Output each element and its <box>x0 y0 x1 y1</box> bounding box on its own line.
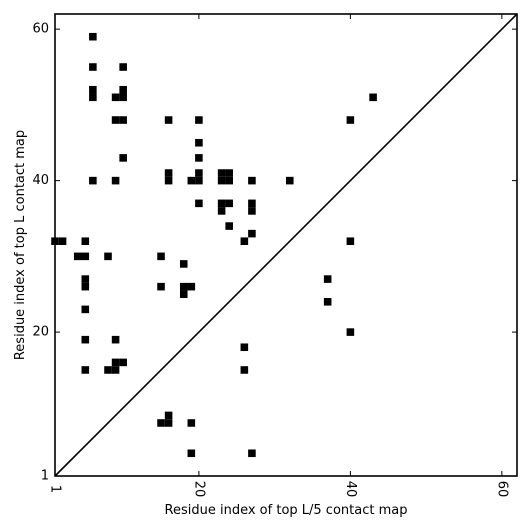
contact-cell-lower <box>240 343 249 352</box>
contact-cell-upper <box>225 222 233 230</box>
contact-cell-upper <box>89 32 97 41</box>
contact-cell-upper <box>179 290 188 299</box>
x-axis-label: Residue index of top L/5 contact map <box>165 503 408 518</box>
contact-cell-upper <box>111 358 120 367</box>
contact-cell-upper <box>187 282 196 291</box>
contact-cell-upper <box>248 199 256 208</box>
x-tick-label: 60 <box>494 481 509 498</box>
contact-cell-lower <box>346 237 355 245</box>
contact-cell-lower <box>187 419 196 427</box>
contact-cell-upper <box>119 93 127 102</box>
contact-cell-upper <box>81 237 90 245</box>
contact-cell-upper <box>111 366 120 374</box>
contact-cell-upper <box>240 237 249 245</box>
contact-cell-upper <box>217 169 226 177</box>
contact-cell-lower <box>157 419 165 427</box>
contact-cell-upper <box>119 116 127 124</box>
contact-cell-upper <box>225 169 233 177</box>
contact-cell-upper <box>225 199 233 208</box>
contact-cell-upper <box>81 252 90 261</box>
contact-cell-upper <box>248 207 256 215</box>
contact-cell-upper <box>81 335 90 344</box>
contact-cell-upper <box>89 93 97 102</box>
contact-cell-upper <box>217 207 226 215</box>
contact-cell-upper <box>111 116 120 124</box>
contact-cell-upper <box>104 252 112 261</box>
y-tick-label: 1 <box>41 469 49 484</box>
contact-cell-upper <box>111 93 120 102</box>
contact-cell-lower <box>323 275 332 283</box>
contact-cell-upper <box>81 275 90 283</box>
y-tick-label: 60 <box>32 22 49 37</box>
plot-frame <box>54 13 518 477</box>
y-axis-label: Residue index of top L contact map <box>13 130 28 360</box>
contact-cell-upper <box>111 335 120 344</box>
contact-cell-upper <box>179 282 188 291</box>
contact-cell-lower <box>187 449 196 458</box>
contact-cell-upper <box>164 176 173 185</box>
contact-cell-upper <box>104 366 112 374</box>
contact-cell-upper <box>89 63 97 71</box>
contact-cell-upper <box>157 252 165 261</box>
contact-cell-upper <box>164 116 173 124</box>
contact-cell-upper <box>119 358 127 367</box>
contact-cell-upper <box>195 169 203 177</box>
contact-cell-upper <box>225 176 233 185</box>
x-tick-label: 40 <box>343 481 358 498</box>
contact-cell-upper <box>119 85 127 94</box>
contact-cell-upper <box>58 237 67 245</box>
contact-cell-upper <box>111 176 120 185</box>
contact-cell-lower <box>369 93 377 102</box>
contact-cell-upper <box>81 305 90 314</box>
contact-cell-lower <box>240 366 249 374</box>
contact-cell-lower <box>164 419 173 427</box>
contact-cells <box>51 32 377 458</box>
contact-cell-upper <box>248 176 256 185</box>
contact-cell-upper <box>217 176 226 185</box>
contact-cell-upper <box>164 169 173 177</box>
contact-cell-upper <box>157 282 165 291</box>
contact-cell-upper <box>81 282 90 291</box>
contact-cell-upper <box>89 85 97 94</box>
contact-cell-upper <box>195 154 203 162</box>
contact-cell-upper <box>195 176 203 185</box>
y-tick-label: 20 <box>32 325 49 340</box>
contact-cell-upper <box>195 116 203 124</box>
y-tick-label: 40 <box>32 173 49 188</box>
contact-cell-lower <box>248 449 256 458</box>
contact-cell-upper <box>286 176 294 185</box>
contact-cell-upper <box>89 176 97 185</box>
contact-cell-upper <box>195 138 203 147</box>
contact-cell-upper <box>217 199 226 208</box>
contact-cell-upper <box>119 154 127 162</box>
x-tick-label: 20 <box>191 481 206 498</box>
x-tick-label: 1 <box>48 485 63 493</box>
contact-cell-upper <box>195 199 203 208</box>
contact-cell-lower <box>323 298 332 306</box>
axis-ticks: 1 20 40 60 1 20 40 60 <box>32 14 517 497</box>
contact-cell-lower <box>164 411 173 420</box>
contact-cell-upper <box>73 252 82 261</box>
contact-cell-upper <box>179 260 188 268</box>
contact-cell-upper <box>81 366 90 374</box>
contact-cell-lower <box>346 328 355 336</box>
diagonal-line <box>54 13 518 477</box>
contact-cell-lower <box>346 116 355 124</box>
contact-cell-upper <box>119 63 127 71</box>
contact-cell-upper <box>248 229 256 238</box>
contact-cell-upper <box>187 176 196 185</box>
